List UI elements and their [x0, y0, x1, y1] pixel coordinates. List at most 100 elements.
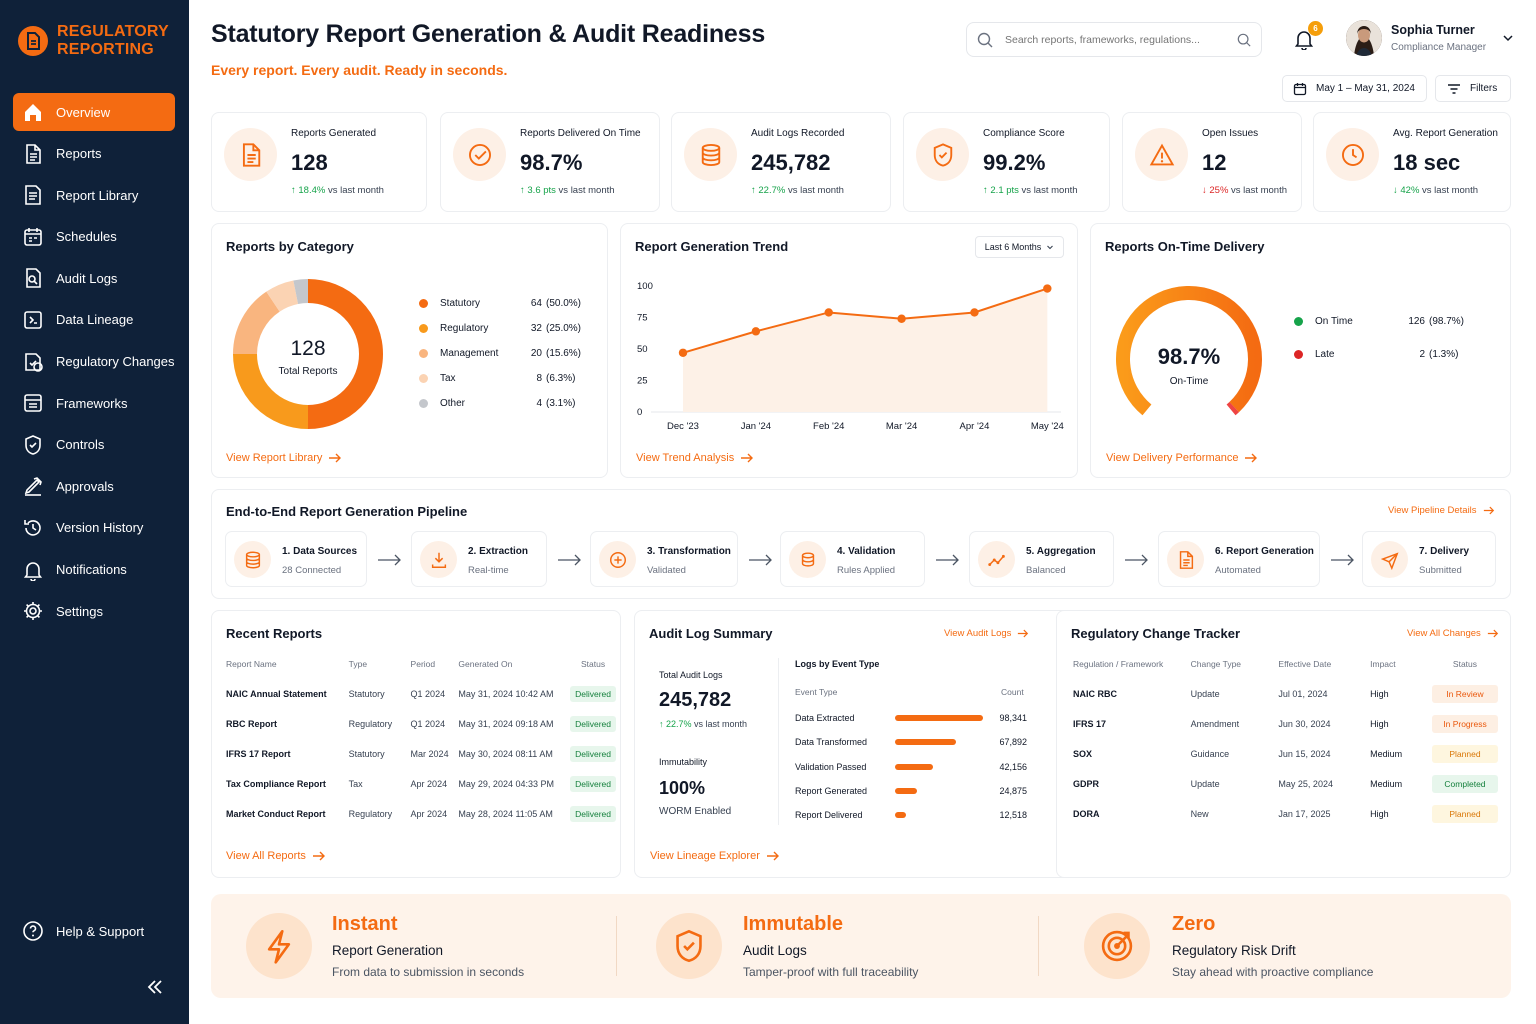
view-all-reports-link[interactable]: View All Reports [226, 850, 326, 862]
legend-name: Statutory [440, 298, 481, 309]
warning-icon [1149, 143, 1174, 165]
event-name: Validation Passed [795, 761, 867, 772]
table-row[interactable]: NAIC Annual Statement Statutory Q1 2024 May… [226, 679, 616, 709]
column-header: Generated On [458, 659, 513, 669]
banner-subheadline: Regulatory Risk Drift [1172, 943, 1296, 958]
view-report-library-link[interactable]: View Report Library [226, 452, 342, 464]
kpi-card-reports-delivered-on-time[interactable]: Reports Delivered On Time 98.7% ↑ 3.6 pts … [440, 112, 660, 212]
sidebar-item-regulatory-changes[interactable]: Regulatory Changes [13, 343, 175, 381]
pipeline-step[interactable]: 6. Report Generation Automated [1158, 531, 1320, 587]
table-row[interactable]: RBC Report Regulatory Q1 2024 May 31, 2024 … [226, 709, 616, 739]
sidebar-item-frameworks[interactable]: Frameworks [13, 384, 175, 422]
kpi-label: Avg. Report Generation [1393, 128, 1498, 139]
changes-icon [22, 351, 44, 373]
reports-by-category-card: Reports by Category 128 Total Reports Vi… [211, 223, 608, 478]
sidebar-item-label: Report Library [56, 187, 139, 203]
table-cell: Statutory [348, 689, 385, 699]
table-header-row: Regulation / Framework Change Type Effecti… [1073, 649, 1498, 679]
help-label: Help & Support [56, 923, 145, 939]
table-row[interactable]: Market Conduct Report Regulatory Apr 2024 M… [226, 799, 616, 829]
table-row[interactable]: NAIC RBC Update Jul 01, 2024 High In Review [1073, 679, 1498, 709]
kpi-delta: ↓ 25% vs last month [1202, 185, 1288, 196]
view-lineage-explorer-link[interactable]: View Lineage Explorer [650, 850, 780, 862]
table-row[interactable]: IFRS 17 Report Statutory Mar 2024 May 30, 2… [226, 739, 616, 769]
banner-divider [616, 916, 617, 976]
pipeline-step[interactable]: 7. Delivery Submitted [1362, 531, 1496, 587]
legend-count: 64 [530, 298, 542, 309]
legend-count: 8 [536, 373, 542, 384]
table-row[interactable]: Tax Compliance Report Tax Apr 2024 May 29, … [226, 769, 616, 799]
donut-slice-regulatory [233, 353, 309, 429]
table-cell: Jan 17, 2025 [1278, 809, 1331, 819]
user-menu[interactable]: Sophia Turner Compliance Manager [1346, 20, 1514, 56]
shield-icon [25, 434, 41, 455]
y-tick-label: 75 [637, 313, 648, 324]
delivery-value-label: On-Time [1169, 376, 1209, 387]
sidebar-item-approvals[interactable]: Approvals [13, 467, 175, 505]
column-header: Period [410, 659, 436, 669]
pipeline-step-icon [234, 541, 271, 578]
pipeline-step[interactable]: 4. Validation Rules Applied [780, 531, 925, 587]
table-row[interactable]: DORA New Jan 17, 2025 High Planned [1073, 799, 1498, 829]
validation-icon [801, 551, 814, 567]
legend-count: 4 [536, 398, 542, 409]
search-bar[interactable] [966, 22, 1262, 57]
kpi-value: 128 [291, 150, 328, 175]
pipeline-step[interactable]: 1. Data Sources 28 Connected [225, 531, 367, 587]
kpi-card-audit-logs-recorded[interactable]: Audit Logs Recorded 245,782 ↑ 22.7% vs las… [671, 112, 891, 212]
kpi-card-avg-report-generation[interactable]: Avg. Report Generation 18 sec ↓ 42% vs las… [1313, 112, 1511, 212]
table-cell: Q1 2024 [410, 719, 446, 729]
view-all-changes-link[interactable]: View All Changes [1407, 628, 1499, 639]
logo-icon [18, 26, 48, 56]
date-range-picker[interactable]: May 1 – May 31, 2024 [1282, 75, 1427, 102]
brand-logo[interactable]: REGULATORY REPORTING [18, 23, 169, 59]
sidebar-item-notifications[interactable]: Notifications [13, 551, 175, 589]
legend-count: 20 [530, 348, 542, 359]
trend-point [678, 348, 688, 357]
sidebar-item-controls[interactable]: Controls [13, 426, 175, 464]
help-support-link[interactable]: Help & Support [22, 920, 144, 942]
bell-icon [23, 561, 43, 581]
view-pipeline-details-link[interactable]: View Pipeline Details [1388, 505, 1495, 516]
sidebar-item-reports[interactable]: Reports [13, 135, 175, 173]
kpi-card-compliance-score[interactable]: Compliance Score 99.2% ↑ 2.1 pts vs last m… [903, 112, 1110, 212]
y-tick-label: 100 [637, 281, 653, 292]
table-row[interactable]: IFRS 17 Amendment Jun 30, 2024 High In Progr… [1073, 709, 1498, 739]
status-badge: Delivered [570, 686, 616, 702]
pipeline-step[interactable]: 2. Extraction Real-time [411, 531, 547, 587]
table-cell: Statutory [348, 749, 385, 759]
search-input[interactable] [1005, 33, 1237, 46]
table-row[interactable]: SOX Guidance Jun 15, 2024 Medium Planned [1073, 739, 1498, 769]
sidebar-item-report-library[interactable]: Report Library [13, 176, 175, 214]
pipeline-step[interactable]: 3. Transformation Validated [590, 531, 738, 587]
view-trend-analysis-link[interactable]: View Trend Analysis [636, 452, 754, 464]
changes-icon [25, 352, 43, 372]
sidebar-item-version-history[interactable]: Version History [13, 509, 175, 547]
sidebar-item-data-lineage[interactable]: Data Lineage [13, 301, 175, 339]
notifications-button[interactable] [1293, 28, 1315, 50]
y-tick-label: 25 [637, 376, 648, 387]
trend-range-dropdown[interactable]: Last 6 Months [975, 236, 1064, 258]
column-header: Type [348, 659, 368, 669]
table-row[interactable]: GDPR Update May 25, 2024 Medium Completed [1073, 769, 1498, 799]
kpi-card-reports-generated[interactable]: Reports Generated 128 ↑ 18.4% vs last mont… [211, 112, 427, 212]
filters-button[interactable]: Filters [1435, 75, 1511, 102]
x-tick-label: Dec '23 [667, 421, 699, 432]
view-trend-analysis-label: View Trend Analysis [636, 452, 735, 464]
pipeline-step-sub: Balanced [1026, 565, 1066, 576]
view-delivery-performance-link[interactable]: View Delivery Performance [1106, 452, 1258, 464]
sidebar-item-settings[interactable]: Settings [13, 592, 175, 630]
column-header: Effective Date [1278, 659, 1332, 669]
table-header-row: Report Name Type Period Generated On Status [226, 649, 616, 679]
collapse-sidebar-button[interactable] [145, 977, 165, 997]
kpi-card-open-issues[interactable]: Open Issues 12 ↓ 25% vs last month [1122, 112, 1302, 212]
sidebar-item-schedules[interactable]: Schedules [13, 218, 175, 256]
view-audit-logs-link[interactable]: View Audit Logs [944, 628, 1029, 639]
sidebar-item-audit-logs[interactable]: Audit Logs [13, 259, 175, 297]
pipeline-step[interactable]: 5. Aggregation Balanced [969, 531, 1114, 587]
sidebar-item-overview[interactable]: Overview [13, 93, 175, 131]
kpi-label: Open Issues [1202, 128, 1259, 139]
column-header: Impact [1370, 659, 1396, 669]
x-tick-label: May '24 [1031, 421, 1064, 432]
lightning-icon [267, 929, 291, 964]
